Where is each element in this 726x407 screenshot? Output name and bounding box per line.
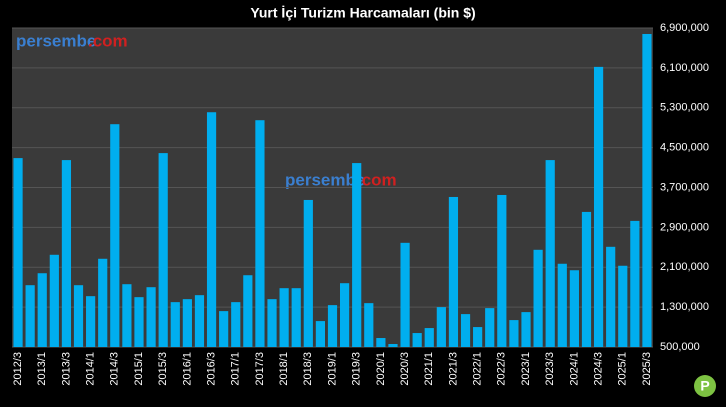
bar: [436, 307, 446, 347]
watermark: .com: [88, 31, 128, 50]
bar: [219, 311, 229, 347]
bar: [557, 263, 567, 347]
svg-text:P: P: [700, 378, 709, 394]
x-tick-label: 2014/3: [109, 352, 121, 386]
y-tick-label: 6,100,000: [660, 62, 709, 74]
bar: [194, 295, 205, 347]
bar: [376, 338, 386, 347]
x-tick-label: 2018/1: [278, 352, 290, 386]
bar: [158, 153, 168, 347]
y-tick-label: 6,900,000: [660, 22, 709, 34]
bar: [315, 321, 326, 347]
bar: [364, 303, 374, 347]
x-tick-label: 2018/3: [302, 352, 314, 386]
bar: [618, 265, 628, 347]
bar: [473, 327, 483, 347]
logo: P: [694, 375, 716, 397]
y-tick-label: 5,300,000: [660, 102, 709, 114]
bar: [267, 299, 277, 347]
x-tick-label: 2016/3: [205, 352, 217, 386]
x-tick-label: 2020/1: [375, 352, 387, 386]
bar: [98, 258, 108, 347]
bar: [593, 66, 604, 348]
bar: [25, 285, 35, 347]
chart-title: Yurt İçi Turizm Harcamaları (bin $): [250, 5, 475, 21]
bar: [134, 297, 144, 347]
bar: [206, 112, 217, 348]
bar: [485, 308, 495, 347]
watermark: .com: [357, 170, 397, 189]
x-tick-label: 2019/1: [326, 352, 338, 386]
y-tick-label: 3,700,000: [660, 181, 709, 193]
bar: [61, 160, 72, 347]
x-tick-label: 2016/1: [181, 352, 193, 386]
bar: [13, 158, 23, 347]
x-tick-label: 2015/3: [157, 352, 169, 386]
bar: [327, 305, 338, 347]
bar: [630, 220, 640, 347]
bar: [412, 333, 422, 347]
bar: [255, 120, 265, 347]
y-tick-label: 4,500,000: [660, 142, 709, 154]
bar: [279, 288, 289, 347]
bar: [352, 163, 362, 347]
bar: [497, 194, 507, 347]
bar: [424, 328, 434, 347]
x-tick-label: 2013/3: [60, 352, 72, 386]
bar: [448, 196, 459, 347]
x-tick-label: 2025/1: [617, 352, 629, 386]
bar: [545, 160, 555, 347]
x-tick-label: 2017/1: [230, 352, 242, 386]
bar: [170, 302, 180, 347]
bar: [231, 302, 241, 347]
bar: [73, 285, 84, 347]
bar: [388, 344, 398, 347]
x-tick-label: 2022/3: [496, 352, 508, 386]
bar: [569, 270, 579, 347]
bar: [110, 124, 120, 347]
bar: [182, 299, 192, 347]
x-tick-label: 2021/3: [447, 352, 459, 386]
y-tick-label: 2,900,000: [660, 221, 709, 233]
x-tick-label: 2012/3: [12, 352, 24, 386]
bar: [581, 211, 592, 347]
bar: [146, 287, 156, 347]
x-tick-label: 2019/3: [351, 352, 363, 386]
bar: [460, 314, 471, 347]
x-tick-label: 2020/3: [399, 352, 411, 386]
x-tick-label: 2023/1: [520, 352, 532, 386]
bar: [400, 242, 410, 347]
y-tick-label: 1,300,000: [660, 301, 709, 313]
bar: [37, 273, 47, 347]
bar: [86, 296, 96, 347]
bar: [243, 275, 253, 347]
watermark: persembe: [16, 31, 96, 50]
bar: [606, 246, 616, 347]
bar: [122, 284, 132, 347]
watermark: persembe: [285, 170, 365, 189]
y-tick-label: 500,000: [660, 341, 700, 353]
x-tick-label: 2021/1: [423, 352, 435, 386]
x-tick-label: 2015/1: [133, 352, 145, 386]
x-tick-label: 2024/1: [568, 352, 580, 386]
x-tick-label: 2024/3: [592, 352, 604, 386]
bar: [49, 254, 59, 347]
bar: [303, 199, 313, 347]
x-tick-label: 2017/3: [254, 352, 266, 386]
y-tick-label: 2,100,000: [660, 261, 709, 273]
bar: [509, 320, 519, 347]
bar: [533, 249, 543, 347]
bar: [291, 288, 301, 347]
x-tick-label: 2014/1: [85, 352, 97, 386]
x-tick-label: 2025/3: [641, 352, 653, 386]
x-tick-label: 2023/3: [544, 352, 556, 386]
bar: [339, 283, 350, 347]
bar: [642, 33, 652, 347]
x-tick-label: 2022/1: [472, 352, 484, 386]
x-tick-label: 2013/1: [36, 352, 48, 386]
bar: [521, 312, 531, 347]
